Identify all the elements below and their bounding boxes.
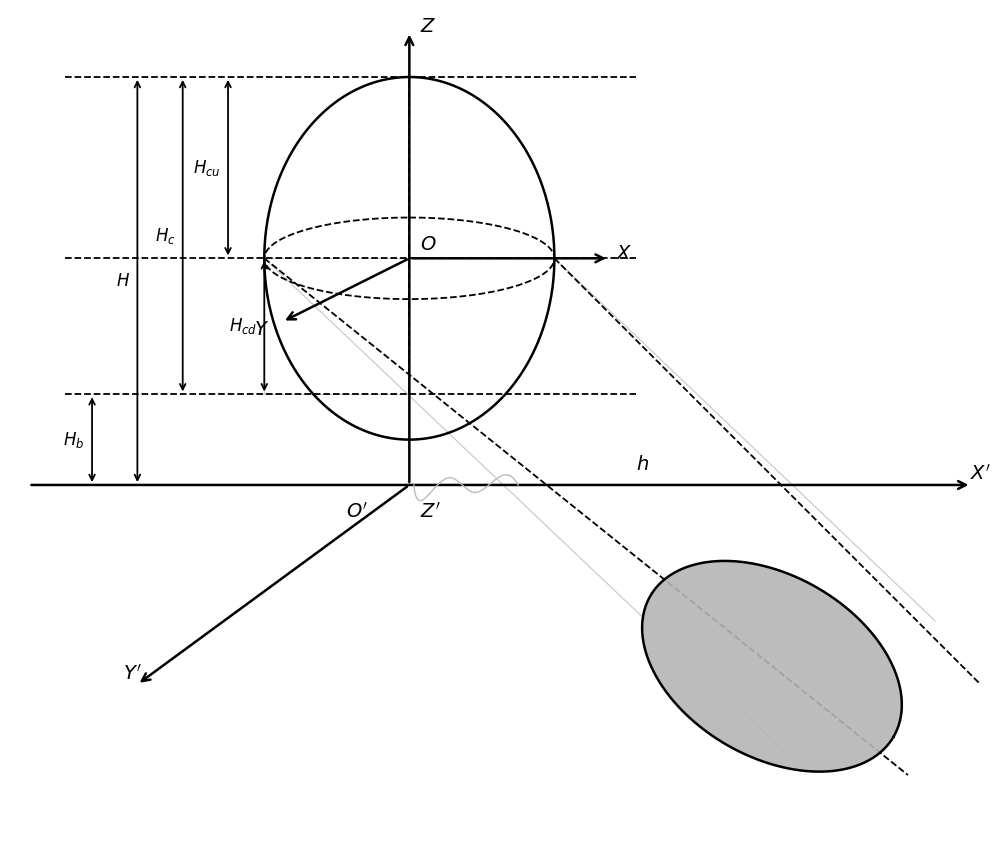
Polygon shape [642,561,902,771]
Text: $O$: $O$ [420,235,437,254]
Text: $X'$: $X'$ [970,464,991,484]
Text: $H_b$: $H_b$ [63,430,85,449]
Text: $X$: $X$ [616,244,633,263]
Text: $H_{cu}$: $H_{cu}$ [193,158,221,178]
Text: $H_{cd}$: $H_{cd}$ [229,316,257,336]
Text: $H_c$: $H_c$ [155,226,175,245]
Text: $Y$: $Y$ [254,319,269,339]
Text: $Z'$: $Z'$ [420,502,441,521]
Text: $O'$: $O'$ [346,502,369,521]
Text: $h$: $h$ [636,455,649,474]
Text: $Z$: $Z$ [420,17,436,36]
Text: $H$: $H$ [116,272,130,290]
Text: $Y'$: $Y'$ [123,663,142,684]
